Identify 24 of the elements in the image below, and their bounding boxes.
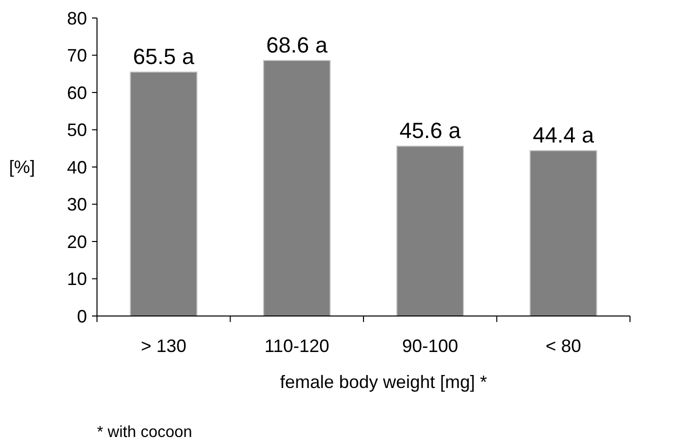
y-tick-label: 30 <box>66 194 87 215</box>
y-tick-label: 50 <box>66 120 87 140</box>
y-tick-label: 20 <box>66 232 87 252</box>
bar <box>130 72 198 316</box>
y-tick-label: 70 <box>66 46 87 66</box>
data-label: 65.5 a <box>133 44 195 70</box>
bar <box>396 146 464 316</box>
x-tick-label: > 130 <box>140 336 186 356</box>
x-tick-label: < 80 <box>546 336 582 356</box>
y-tick-label: 40 <box>66 157 87 178</box>
x-tick-label: 90-100 <box>402 336 458 356</box>
bar <box>263 60 331 316</box>
x-tick-label: 110-120 <box>264 336 330 356</box>
bar <box>530 150 598 316</box>
data-label: 44.4 a <box>532 122 595 148</box>
y-tick-label: 60 <box>66 82 87 103</box>
text: * with cocoon <box>97 424 192 441</box>
y-tick-label: 80 <box>66 8 87 28</box>
x-axis-title: female body weight [mg] * <box>280 372 488 392</box>
data-label: 68.6 a <box>266 32 328 58</box>
y-axis-title: [%] <box>8 157 36 177</box>
y-tick-label: 10 <box>66 269 87 290</box>
y-tick-label: 0 <box>76 306 87 326</box>
data-label: 45.6 a <box>400 118 462 144</box>
